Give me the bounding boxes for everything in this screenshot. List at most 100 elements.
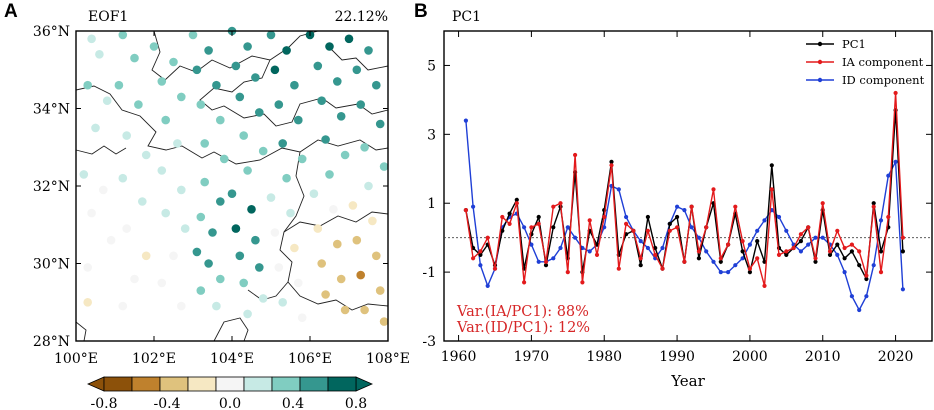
station-dot-75: [274, 100, 284, 109]
station-dot-99: [313, 224, 323, 233]
point-s2-59: [893, 159, 898, 164]
point-s1-29: [675, 225, 680, 230]
point-s1-60: [900, 235, 906, 240]
lat-label-4: 36°N: [33, 24, 70, 40]
point-s2-38: [740, 256, 745, 261]
point-s1-25: [645, 228, 651, 233]
longitude-ticks: 100°E 102°E 104°E 106°E 108°E: [54, 31, 410, 367]
point-s1-59: [893, 90, 898, 96]
point-s0-5: [500, 228, 505, 233]
plot-frame: [443, 30, 933, 342]
station-dot-6: [99, 185, 108, 195]
panel-b-label: B: [414, 1, 428, 22]
station-dot-94: [321, 135, 330, 144]
station-dot-19: [141, 251, 151, 261]
station-dot-97: [309, 189, 319, 198]
point-s2-9: [529, 242, 534, 247]
station-dot-115: [368, 216, 377, 226]
point-s1-15: [573, 152, 578, 158]
station-dot-56: [251, 73, 260, 82]
station-dot-112: [379, 162, 389, 171]
point-s1-20: [609, 163, 614, 168]
point-s2-15: [573, 235, 578, 240]
point-s2-10: [536, 259, 541, 264]
station-dot-52: [212, 301, 221, 311]
station-dot-13: [134, 100, 143, 109]
station-dot-54: [243, 42, 252, 51]
station-dot-77: [278, 139, 288, 148]
legend-label-2: ID component: [842, 73, 925, 87]
lat-label-3: 34°N: [33, 102, 70, 118]
station-dot-46: [196, 212, 206, 222]
point-s1-27: [660, 266, 665, 271]
station-dot-28: [173, 139, 182, 148]
point-s2-30: [682, 208, 687, 213]
colorbar-bin-1: [131, 376, 161, 392]
point-s2-3: [485, 283, 490, 288]
point-s1-38: [740, 239, 745, 244]
station-dot-101: [317, 259, 327, 268]
station-dot-22: [83, 298, 92, 307]
point-s1-13: [558, 201, 563, 206]
station-dot-95: [340, 150, 350, 160]
point-s1-26: [653, 252, 658, 257]
station-dot-111: [360, 143, 369, 152]
point-s2-13: [558, 245, 563, 251]
point-s2-25: [645, 245, 651, 251]
station-dot-7: [87, 208, 96, 218]
point-s1-18: [594, 252, 600, 257]
y-tick-label-3: 3: [427, 127, 436, 143]
point-s2-46: [798, 249, 804, 254]
point-s2-43: [776, 214, 782, 220]
point-s0-56: [871, 201, 876, 206]
point-s1-23: [631, 228, 636, 233]
station-dot-5: [79, 170, 89, 179]
station-dot-80: [266, 193, 276, 202]
point-s2-31: [689, 225, 694, 230]
point-s1-0: [463, 208, 468, 213]
station-dot-58: [254, 108, 264, 117]
station-dot-100: [333, 239, 342, 249]
point-s1-17: [587, 218, 592, 223]
station-dot-42: [200, 139, 209, 148]
station-dot-36: [188, 30, 198, 40]
colorbar: -0.8 -0.4 0.0 0.4 0.8: [87, 376, 373, 410]
point-s1-42: [769, 187, 774, 192]
point-s2-54: [857, 307, 862, 313]
station-dot-59: [239, 131, 248, 140]
station-dot-62: [227, 189, 237, 198]
point-s0-48: [813, 259, 818, 264]
station-dot-61: [243, 166, 252, 175]
point-s0-54: [857, 263, 862, 268]
point-s1-34: [711, 187, 716, 192]
point-s0-24: [638, 263, 643, 268]
y-tick-label-2: 1: [427, 196, 436, 212]
point-s2-49: [820, 235, 825, 240]
station-dot-23: [149, 42, 159, 51]
point-s1-52: [842, 245, 847, 251]
point-s2-36: [726, 270, 731, 275]
point-s1-32: [696, 249, 702, 254]
point-s1-6: [507, 221, 512, 226]
lon-label-2: 104°E: [210, 351, 254, 367]
station-dot-51: [196, 286, 206, 295]
colorbar-bin-2: [159, 376, 189, 392]
point-s1-14: [565, 270, 570, 275]
legend-marker-1: [817, 59, 823, 65]
lat-label-0: 28°N: [33, 334, 70, 350]
colorbar-label-2: 0.0: [219, 396, 241, 410]
station-dot-116: [352, 235, 362, 245]
station-dot-82: [270, 228, 280, 237]
point-s0-51: [835, 242, 840, 247]
station-dot-55: [231, 61, 241, 71]
x-tick-label-6: 2020: [878, 349, 914, 365]
panel-a-label: A: [4, 1, 18, 22]
point-s1-1: [471, 256, 476, 261]
point-s1-37: [733, 204, 738, 209]
station-dot-102: [336, 274, 346, 284]
point-s2-24: [638, 239, 643, 244]
station-dot-18: [122, 224, 131, 233]
station-dot-26: [177, 92, 186, 102]
station-dot-71: [266, 30, 276, 40]
eof1-variance: 22.12%: [335, 9, 388, 25]
